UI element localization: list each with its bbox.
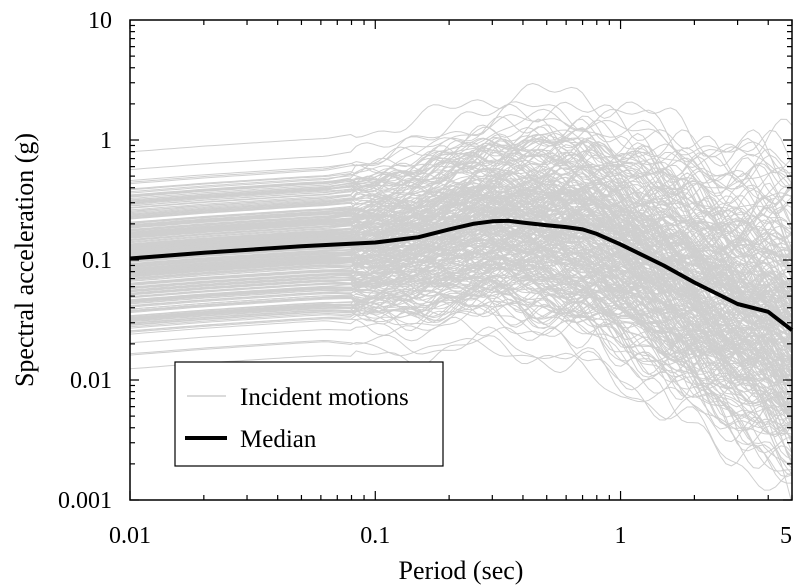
y-tick-label: 10 — [88, 8, 112, 34]
median-line — [129, 218, 794, 332]
incident-motion-curve — [130, 187, 792, 335]
incident-motion-curve — [130, 220, 792, 331]
incident-motion-curve — [130, 337, 792, 432]
incident-motion-curves — [130, 82, 792, 500]
incident-motion-curve — [130, 290, 792, 423]
legend: Incident motions Median — [174, 361, 444, 467]
incident-motion-curve — [130, 246, 792, 420]
incident-motion-curve — [130, 287, 792, 384]
incident-motion-curve — [130, 206, 792, 362]
y-axis: 0.001 0.01 0.1 1 10 — [58, 8, 792, 514]
incident-motion-curve — [130, 153, 792, 262]
incident-motion-curve — [130, 143, 792, 200]
incident-motion-curve — [130, 129, 792, 198]
incident-motion-curve — [130, 244, 792, 397]
x-axis: 0.01 0.1 1 5 — [109, 20, 793, 549]
x-axis-title: Period (sec) — [399, 556, 524, 585]
incident-motion-curve — [130, 224, 792, 381]
incident-motion-curve — [130, 191, 792, 299]
incident-motion-curve — [130, 230, 792, 365]
incident-motion-curve — [130, 326, 792, 454]
incident-motion-curve — [130, 175, 792, 357]
incident-motion-curve — [130, 153, 792, 218]
incident-motion-curve — [130, 101, 792, 190]
incident-motion-curve — [130, 242, 792, 399]
incident-motion-curve — [130, 241, 792, 343]
incident-motion-curve — [130, 162, 792, 273]
incident-motion-curve — [130, 113, 792, 185]
legend-label-incident: Incident motions — [240, 384, 409, 411]
incident-motion-curve — [130, 115, 792, 263]
incident-motion-curve — [130, 260, 792, 433]
incident-motion-curve — [130, 174, 792, 299]
incident-motion-curve — [130, 82, 792, 167]
incident-motion-curve — [130, 268, 792, 384]
incident-motion-curve — [130, 146, 792, 283]
legend-box — [174, 361, 444, 467]
incident-motion-curve — [130, 265, 792, 394]
incident-motion-curve — [130, 101, 792, 189]
incident-motion-curve — [130, 235, 792, 354]
incident-motion-curve — [130, 189, 792, 287]
incident-motion-curve — [130, 335, 792, 491]
y-tick-label: 0.001 — [58, 488, 112, 514]
x-tick-label: 1 — [615, 523, 627, 549]
incident-motion-curve — [130, 209, 792, 265]
incident-motion-curve — [130, 298, 792, 463]
incident-motion-curve — [130, 267, 792, 368]
incident-motion-curve — [130, 132, 792, 206]
incident-motion-curve — [130, 245, 792, 320]
incident-motion-curve — [130, 197, 792, 338]
incident-motion-curve — [130, 182, 792, 292]
y-axis-title: Spectral acceleration (g) — [10, 133, 39, 387]
y-tick-label: 0.1 — [82, 248, 112, 274]
incident-motion-curve — [130, 209, 792, 340]
x-tick-label: 5 — [780, 523, 792, 549]
incident-motion-curve — [130, 305, 792, 469]
incident-motion-curve — [130, 286, 792, 408]
incident-motion-curve — [130, 115, 792, 219]
x-tick-label: 0.01 — [109, 523, 151, 549]
incident-motion-curve — [130, 140, 792, 215]
incident-motion-curve — [130, 296, 792, 430]
incident-motion-curve — [130, 137, 792, 214]
incident-motion-curve — [130, 246, 792, 345]
incident-motion-curve — [130, 282, 792, 388]
incident-motion-curve — [130, 108, 792, 194]
y-tick-label: 1 — [100, 128, 112, 154]
incident-motion-curve — [130, 173, 792, 299]
incident-motion-curve — [130, 168, 792, 299]
legend-label-median: Median — [240, 426, 317, 453]
incident-motion-curve — [130, 276, 792, 445]
incident-motion-curve — [130, 151, 792, 336]
x-tick-label: 0.1 — [360, 523, 390, 549]
incident-motion-curve — [130, 261, 792, 416]
incident-motion-curve — [130, 258, 792, 400]
incident-motion-curve — [130, 137, 792, 209]
y-tick-label: 0.01 — [70, 368, 112, 394]
